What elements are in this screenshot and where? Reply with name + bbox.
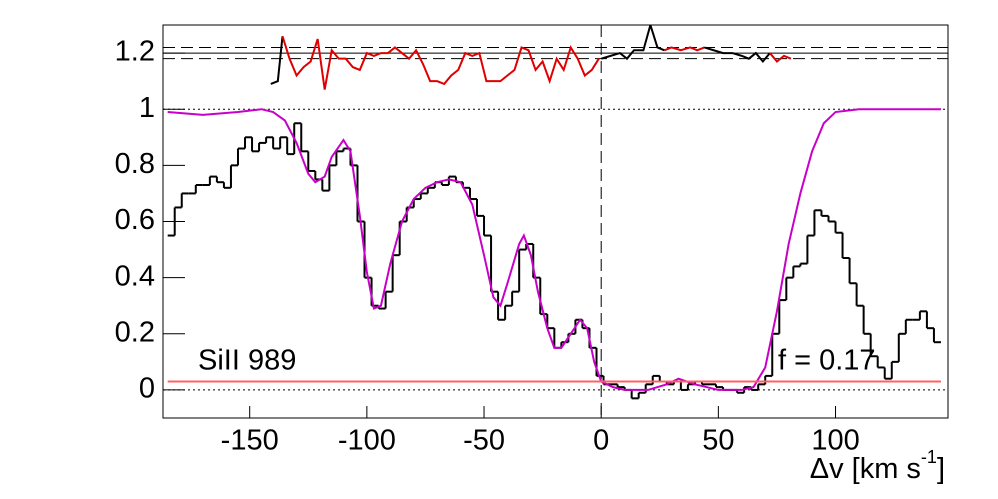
x-axis-label: Δv [km s-1] bbox=[810, 447, 945, 485]
x-label-end: ] bbox=[937, 453, 945, 485]
y-tick-label: 0.8 bbox=[115, 148, 155, 180]
plot-area bbox=[163, 25, 948, 418]
annotation: f = 0.17 bbox=[778, 345, 876, 377]
y-tick-label: 0 bbox=[139, 373, 155, 405]
residual-black-line bbox=[270, 25, 771, 85]
x-tick-label: 0 bbox=[593, 425, 609, 457]
y-tick-label: 1 bbox=[139, 92, 155, 124]
x-tick-label: 50 bbox=[702, 425, 734, 457]
residual-red-line bbox=[281, 35, 792, 90]
x-tick-label: -150 bbox=[221, 425, 279, 457]
y-tick-label: 1.2 bbox=[115, 36, 155, 68]
x-label-main: Δv [km s bbox=[810, 453, 921, 485]
annotation: SiII 989 bbox=[198, 345, 296, 377]
x-tick-label: -100 bbox=[338, 425, 396, 457]
x-label-sup: -1 bbox=[921, 447, 937, 467]
y-tick-label: 0.4 bbox=[115, 260, 155, 292]
x-tick-label: -50 bbox=[463, 425, 505, 457]
x-tick-label: 100 bbox=[811, 425, 859, 457]
y-tick-label: 0.2 bbox=[115, 316, 155, 348]
model-line bbox=[167, 108, 941, 391]
y-tick-label: 0.6 bbox=[115, 204, 155, 236]
